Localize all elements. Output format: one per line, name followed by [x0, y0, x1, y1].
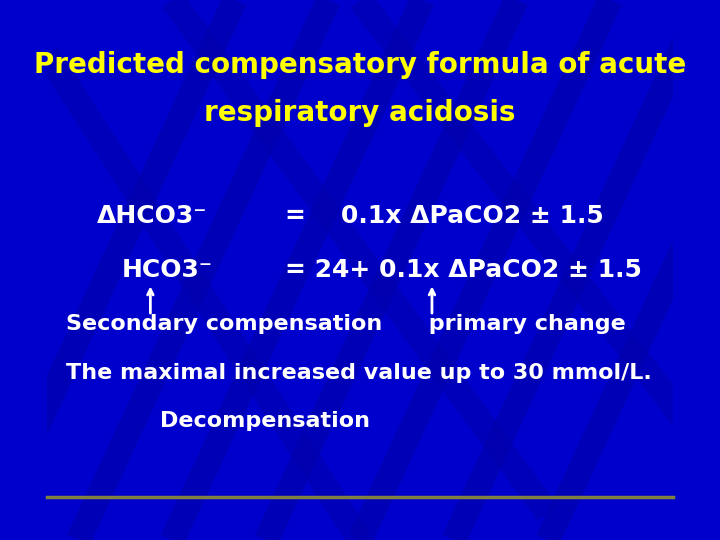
Text: ΔHCO3⁻: ΔHCO3⁻: [97, 204, 207, 228]
Text: The maximal increased value up to 30 mmol/L.: The maximal increased value up to 30 mmo…: [66, 362, 652, 383]
Text: Secondary compensation      primary change: Secondary compensation primary change: [66, 314, 626, 334]
Text: HCO3⁻: HCO3⁻: [122, 258, 213, 282]
Text: Decompensation: Decompensation: [160, 411, 370, 431]
Text: = 24+ 0.1x ΔPaCO2 ± 1.5: = 24+ 0.1x ΔPaCO2 ± 1.5: [285, 258, 642, 282]
Text: Predicted compensatory formula of acute: Predicted compensatory formula of acute: [34, 51, 686, 79]
Text: =    0.1x ΔPaCO2 ± 1.5: = 0.1x ΔPaCO2 ± 1.5: [285, 204, 603, 228]
Text: respiratory acidosis: respiratory acidosis: [204, 99, 516, 127]
